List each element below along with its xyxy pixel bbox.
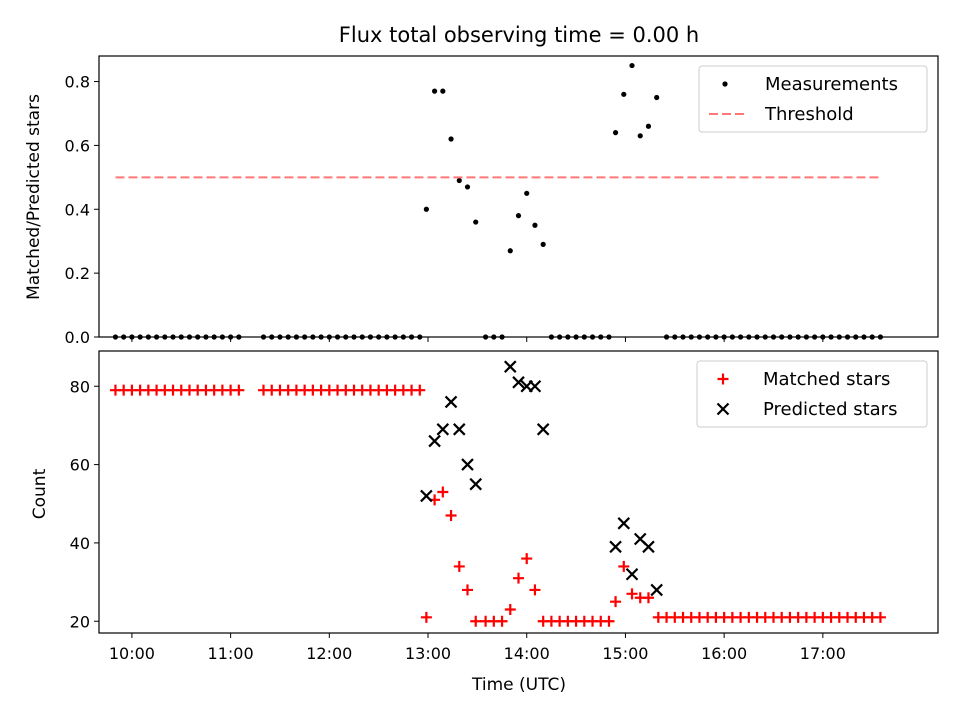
data-point [621,91,627,97]
data-point [461,458,474,471]
top-y-tick-label: 0.0 [65,328,90,347]
x-tick-label: 16:00 [701,644,747,663]
bottom-legend: Matched stars Predicted stars [696,360,928,428]
data-point [645,123,652,129]
data-point [453,560,465,572]
top-y-tick-label: 0.4 [65,200,90,219]
data-point [610,596,622,608]
data-point [503,360,517,373]
legend-marker [717,373,729,385]
data-point [496,615,508,627]
data-point [540,241,546,247]
bottom-y-tick-label: 80 [70,377,90,396]
bottom-y-tick-label: 60 [70,456,90,475]
data-point [512,376,525,389]
data-point [452,423,466,436]
legend-label: Measurements [765,74,898,95]
top-y-tick-label: 0.6 [65,136,90,155]
data-point [528,379,542,393]
data-point [532,222,538,228]
data-point [874,611,886,623]
bottom-y-tick-label: 20 [70,612,90,631]
data-point [428,434,441,448]
data-point [609,540,622,554]
data-point [420,611,432,623]
x-axis-label: Time (UTC) [471,675,566,695]
data-point [507,248,513,254]
data-point [445,510,457,521]
chart-title: Flux total observing time = 0.00 h [339,23,699,47]
data-point [462,584,474,596]
x-tick-label: 13:00 [405,644,451,663]
data-point [529,584,541,596]
data-point [515,213,522,219]
data-point [524,190,530,196]
data-point [233,384,245,396]
data-point [437,486,449,498]
x-tick-label: 11:00 [208,644,254,663]
data-point [637,133,643,139]
legend-label: Matched stars [763,369,890,390]
top-y-axis-label: Matched/Predicted stars [24,94,44,300]
data-point [521,553,533,565]
data-point [414,384,426,396]
data-point [456,177,462,184]
top-y-tick-label: 0.2 [65,264,90,283]
data-point [470,615,482,627]
bottom-legend-box [696,360,928,428]
bottom-series-matched-stars [109,384,886,627]
x-tick-label: 12:00 [306,644,352,663]
top-axes-frame [98,55,939,338]
x-tick-label: 17:00 [800,644,846,663]
bottom-series-predicted-stars [420,360,663,597]
bottom-ticks: 10:00 11:00 12:00 13:00 14:00 15:00 16:00 17:00… [70,377,846,663]
data-point [625,567,639,581]
x-tick-label: 15:00 [602,644,648,663]
data-point [420,489,433,503]
top-legend: Measurements Threshold [698,65,928,133]
top-y-tick-label: 0.8 [65,73,90,92]
data-point [629,62,635,69]
data-point [436,423,450,436]
data-point [504,604,516,615]
data-point [423,206,429,212]
data-point [626,588,638,600]
data-point [654,94,660,101]
data-point [469,477,483,491]
data-point [513,572,524,584]
data-point [642,540,655,554]
data-point [444,395,458,409]
legend-marker [722,81,728,87]
data-point [464,184,471,190]
top-plot: 0.0 0.2 0.4 0.6 0.8 Measurements Threshold [65,55,939,347]
data-point [642,592,654,604]
data-point [536,423,550,436]
bottom-axes-frame [98,350,939,634]
legend-label: Threshold [764,104,854,125]
data-point [603,615,615,627]
data-point [618,560,630,572]
bottom-y-axis-label: Count [30,468,50,519]
data-point [448,136,454,142]
top-ticks: 0.0 0.2 0.4 0.6 0.8 [65,73,824,347]
data-point [473,219,479,225]
data-point [650,583,663,597]
bottom-plot: 10:00 11:00 12:00 13:00 14:00 15:00 16:00 17:00… [70,350,939,663]
data-point [432,88,438,94]
data-point [617,517,631,530]
legend-marker [716,402,730,416]
data-point [440,88,446,94]
top-legend-box [698,65,928,133]
data-point [612,130,619,136]
legend-label: Predicted stars [763,399,897,420]
x-tick-label: 14:00 [504,644,550,663]
x-tick-label: 10:00 [109,644,155,663]
bottom-y-tick-label: 40 [70,534,90,553]
